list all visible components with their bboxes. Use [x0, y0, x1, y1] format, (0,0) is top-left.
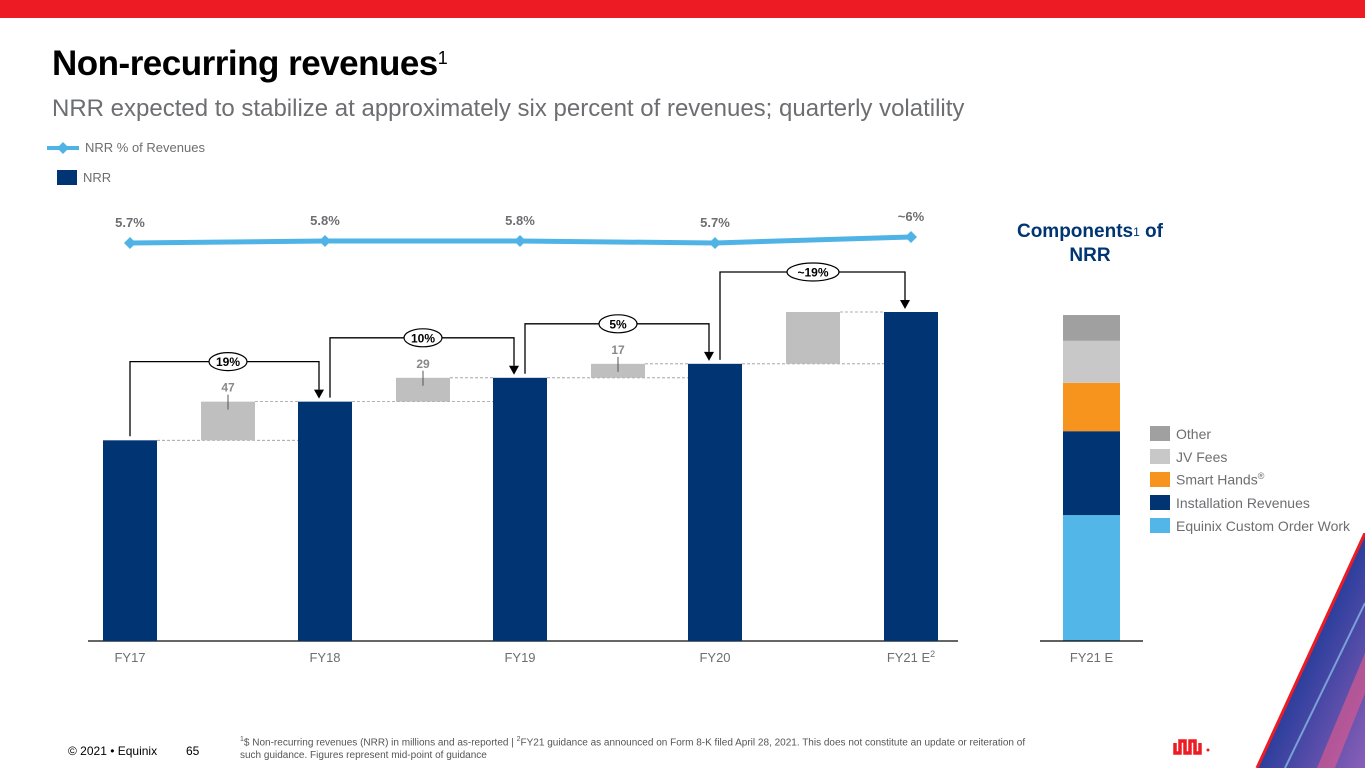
arrow-head-icon [900, 300, 910, 309]
page-number: 65 [186, 744, 200, 758]
growth-callout-label: 10% [411, 331, 435, 345]
increment-label: 29 [416, 357, 430, 371]
components-title-sup: 1 [1133, 225, 1140, 239]
x-tick-label: FY20 [699, 650, 730, 665]
legend-label: Other [1176, 425, 1212, 442]
components-legend-item: Other [1150, 422, 1350, 445]
growth-callout-oval [786, 262, 840, 282]
stacked-segment [1063, 315, 1120, 341]
legend-bar-label: NRR [83, 170, 112, 185]
components-title: Components1 of NRR [1005, 220, 1175, 268]
nrr-bar [688, 363, 742, 641]
stacked-segment [1063, 515, 1120, 641]
line-point-marker [319, 235, 331, 247]
equinix-logo-icon [1173, 739, 1210, 755]
growth-callout-label: 5% [609, 317, 627, 331]
title-footnote-marker: 1 [437, 48, 448, 68]
legend-swatch-icon [1150, 472, 1170, 487]
components-title-suffix: of [1139, 221, 1163, 242]
line-data-label: 5.7% [115, 215, 145, 230]
arrow-head-icon [314, 389, 324, 399]
line-data-label: 5.7% [700, 215, 730, 230]
line-point-marker [514, 235, 526, 247]
growth-callout-oval [208, 352, 248, 372]
increment-label: 47 [221, 381, 235, 395]
legend-label: Installation Revenues [1176, 494, 1310, 511]
legend-swatch-icon [1150, 495, 1170, 510]
x-tick-label: FY21 E2 [887, 649, 935, 665]
increment-label: 17 [611, 343, 625, 357]
nrr-bar [103, 440, 157, 641]
legend-label: Equinix Custom Order Work [1176, 517, 1351, 534]
legend-item-bar: NRR [57, 170, 111, 185]
x-tick-label: FY17 [114, 650, 145, 665]
stacked-segment [1063, 382, 1120, 432]
footnote-2-marker: 2 [516, 736, 521, 743]
line-point-marker [709, 237, 721, 249]
line-point-marker [124, 237, 136, 249]
legend-swatch-icon [1150, 518, 1170, 533]
line-diamond-icon [47, 141, 79, 154]
nrr-bar [298, 401, 352, 641]
x-tick-label: FY19 [504, 650, 535, 665]
brand-top-bar [0, 0, 1365, 18]
x-tick-label: FY18 [309, 650, 340, 665]
footnote: 1$ Non-recurring revenues (NRR) in milli… [240, 733, 1040, 762]
growth-callout-label: 19% [216, 355, 240, 369]
components-legend-item: Installation Revenues [1150, 491, 1350, 514]
line-point-marker [905, 231, 917, 243]
stacked-segment [1063, 431, 1120, 516]
copyright: © 2021 • Equinix [68, 744, 158, 758]
page-title-text: Non-recurring revenues [52, 44, 438, 83]
legend-label: Smart Hands® [1176, 471, 1265, 488]
line-data-label: 5.8% [505, 213, 535, 228]
nrr-bar [884, 312, 938, 641]
line-data-label: 5.8% [310, 213, 340, 228]
components-legend-item: Smart Hands® [1150, 468, 1350, 491]
growth-callout-oval [403, 328, 443, 348]
bar-swatch-icon [57, 170, 77, 185]
growth-callout-oval [598, 314, 638, 334]
arrow-head-icon [704, 351, 714, 361]
page-title: Non-recurring revenues1 [52, 44, 448, 84]
legend-label: JV Fees [1176, 448, 1228, 465]
components-x-tick-label: FY21 E [1070, 650, 1114, 665]
footnote-1-marker: 1 [240, 736, 244, 743]
line-data-label: ~6% [898, 209, 925, 224]
components-title-word: Components [1016, 221, 1134, 242]
nrr-bar [493, 377, 547, 641]
growth-callout-label: ~19% [797, 266, 828, 280]
increment-bar [786, 312, 840, 364]
legend-line-label: NRR % of Revenues [85, 140, 205, 155]
legend-swatch-icon [1150, 426, 1170, 441]
increment-bar [396, 377, 450, 402]
page-subtitle: NRR expected to stabilize at approximate… [52, 95, 965, 122]
components-title-line2: NRR [1069, 245, 1111, 266]
footnote-1-text: $ Non-recurring revenues (NRR) in millio… [243, 737, 517, 749]
components-legend-item: JV Fees [1150, 445, 1350, 468]
legend-swatch-icon [1150, 449, 1170, 464]
legend-item-line: NRR % of Revenues [47, 140, 205, 155]
footnote-2-text: FY21 guidance as announced on Form 8-K f… [240, 737, 1026, 762]
datacenter-decoration [1255, 533, 1365, 768]
arrow-head-icon [509, 365, 519, 375]
components-legend: Other JV Fees Smart Hands® Installation Rev… [1150, 422, 1350, 537]
components-legend-item: Equinix Custom Order Work [1150, 514, 1350, 537]
stacked-segment [1063, 340, 1120, 383]
